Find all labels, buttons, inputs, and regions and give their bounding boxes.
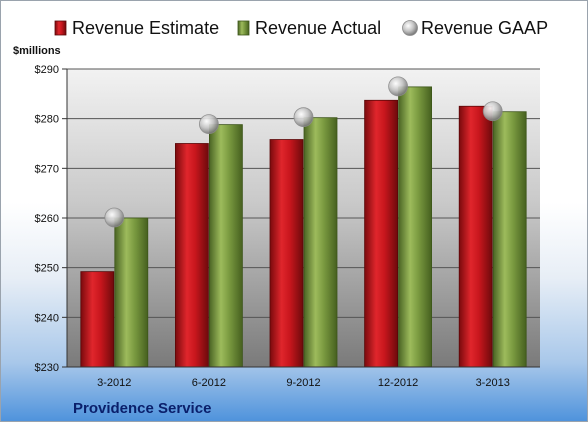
y-axis-ticks: $230 $240 $250 $260 $270 $280 $290 — [35, 64, 540, 374]
x-tick-label: 6-2012 — [192, 377, 226, 389]
legend-swatch — [237, 20, 250, 36]
x-tick-label: 9-2012 — [286, 377, 320, 389]
bar-revenue-estimate — [269, 139, 304, 368]
legend-label: Revenue GAAP — [421, 18, 548, 38]
x-tick-label: 3-2013 — [476, 377, 510, 389]
x-tick-label: 12-2012 — [378, 377, 418, 389]
chart-legend: Revenue Estimate Revenue Actual Revenue GA… — [54, 18, 548, 38]
marker-revenue-gaap — [104, 207, 125, 228]
y-tick-label: $230 — [35, 362, 59, 374]
bar-revenue-actual — [398, 86, 433, 368]
y-tick-label: $240 — [35, 312, 59, 324]
bar-revenue-actual — [208, 124, 243, 368]
bar-revenue-estimate — [364, 99, 399, 368]
y-tick-label: $270 — [35, 163, 59, 175]
marker-revenue-gaap — [388, 76, 409, 97]
bar-revenue-estimate — [174, 143, 209, 368]
unit-label: $millions — [13, 45, 61, 57]
legend-label: Revenue Estimate — [72, 18, 219, 38]
gaap-markers — [104, 76, 503, 228]
bar-revenue-actual — [492, 111, 527, 368]
y-tick-label: $250 — [35, 263, 59, 275]
marker-revenue-gaap — [293, 107, 314, 128]
bar-revenue-actual — [114, 217, 149, 368]
y-tick-label: $260 — [35, 213, 59, 225]
legend-label: Revenue Actual — [255, 18, 381, 38]
legend-swatch — [54, 20, 67, 36]
bar-revenue-estimate — [458, 105, 493, 368]
x-axis-ticks: 3-2012 6-2012 9-2012 12-2012 3-2013 — [97, 377, 510, 389]
x-tick-label: 3-2012 — [97, 377, 131, 389]
bar-revenue-actual — [303, 117, 338, 368]
marker-revenue-gaap — [198, 114, 219, 135]
bar-revenue-estimate — [80, 271, 115, 368]
marker-revenue-gaap — [482, 101, 503, 122]
y-tick-label: $280 — [35, 114, 59, 126]
y-tick-label: $290 — [35, 64, 59, 76]
legend-swatch — [402, 20, 418, 36]
company-name: Providence Service — [73, 400, 211, 417]
